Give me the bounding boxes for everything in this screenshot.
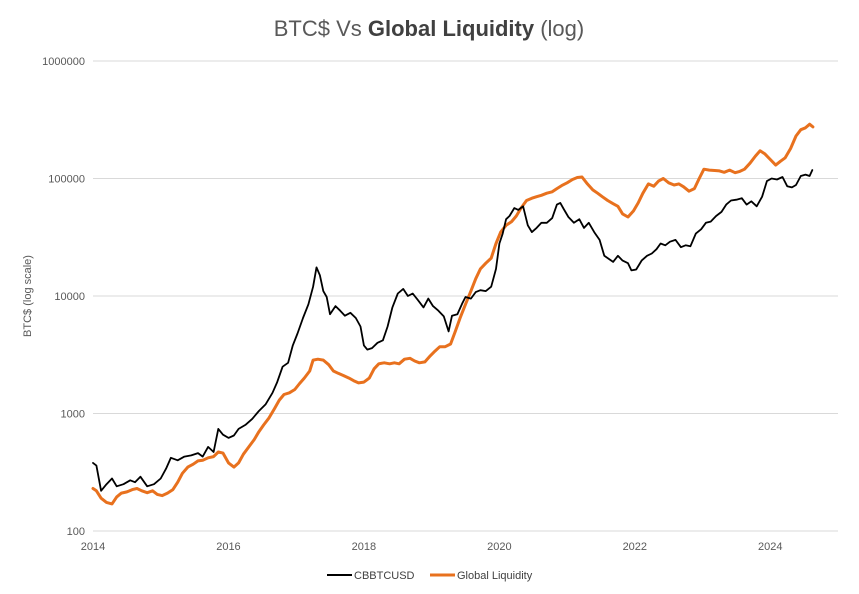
series-line-cbbtcusd <box>92 169 814 492</box>
x-tick-label: 2022 <box>623 541 647 553</box>
y-tick-label: 100 <box>67 526 85 538</box>
y-tick-labels: 100 1000 10000 100000 1000000 <box>42 56 85 538</box>
chart-title-prefix: BTC$ Vs <box>274 16 368 41</box>
x-tick-label: 2018 <box>352 541 376 553</box>
chart-title-bold: Global Liquidity <box>368 16 535 41</box>
x-tick-label: 2020 <box>487 541 511 553</box>
legend-item-global-liquidity: Global Liquidity <box>430 570 533 582</box>
legend: CBBTCUSD Global Liquidity <box>327 570 533 582</box>
x-tick-label: 2014 <box>81 541 105 553</box>
y-tick-label: 100000 <box>48 174 85 186</box>
chart-title: BTC$ Vs Global Liquidity (log) <box>274 16 584 41</box>
x-tick-labels: 2014 2016 2018 2020 2022 2024 <box>81 541 783 553</box>
legend-label: CBBTCUSD <box>354 570 415 582</box>
y-tick-label: 10000 <box>54 291 85 303</box>
x-tick-label: 2016 <box>216 541 240 553</box>
y-tick-label: 1000 <box>61 409 85 421</box>
grid-layer <box>93 60 838 532</box>
x-tick-label: 2024 <box>758 541 782 553</box>
y-axis-title: BTC$ (log scale) <box>22 255 34 337</box>
chart-title-suffix: (log) <box>534 16 584 41</box>
legend-label: Global Liquidity <box>457 570 533 582</box>
series-line-global-liquidity <box>91 122 815 506</box>
legend-item-cbbtcusd: CBBTCUSD <box>327 570 415 582</box>
y-tick-label: 1000000 <box>42 56 85 68</box>
series-layer <box>91 122 815 506</box>
